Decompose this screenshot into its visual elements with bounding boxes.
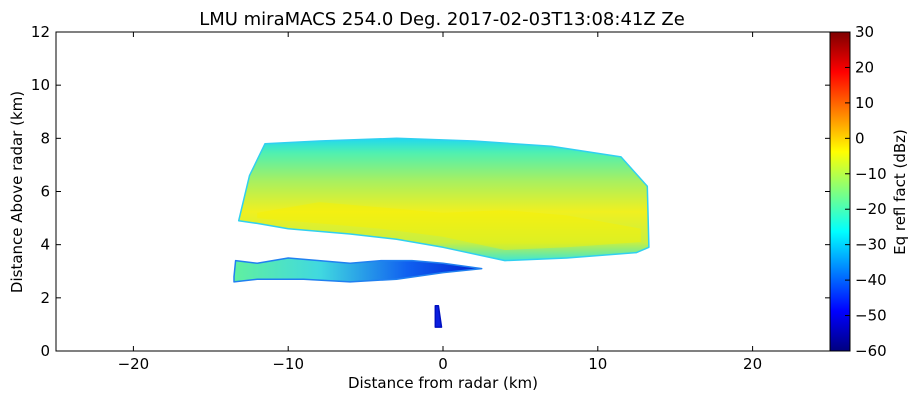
y-tick-label: 8: [40, 129, 50, 147]
colorbar-label: Eq refl fact (dBz): [891, 129, 909, 255]
x-tick-label: −10: [272, 355, 304, 373]
y-axis-label: Distance Above radar (km): [8, 91, 26, 293]
upper-cloud-layer: [237, 137, 650, 262]
x-axis-ticks: −20 −10 0 10 20: [118, 32, 762, 373]
x-tick-label: 0: [438, 355, 448, 373]
y-tick-label: 6: [40, 183, 50, 201]
x-tick-label: 20: [743, 355, 762, 373]
chart-title: LMU miraMACS 254.0 Deg. 2017-02-03T13:08…: [199, 9, 685, 30]
y-tick-label: 12: [31, 23, 50, 41]
colorbar-ticks: 30 20 10 0 −10 −20 −30 −40 −50 −60: [845, 23, 887, 360]
upper-cloud-core: [257, 202, 642, 250]
x-axis-label: Distance from radar (km): [348, 374, 538, 392]
x-tick-label: −20: [118, 355, 150, 373]
colorbar-tick-label: −30: [855, 236, 887, 254]
colorbar-tick-label: 0: [855, 129, 865, 147]
colorbar-tick-label: −60: [855, 342, 887, 360]
colorbar-tick-label: −40: [855, 271, 887, 289]
x-tick-label: 10: [588, 355, 607, 373]
plot-area: [233, 137, 650, 328]
y-tick-label: 2: [40, 289, 50, 307]
y-tick-label: 0: [40, 342, 50, 360]
lower-cloud-layer: [233, 257, 483, 283]
colorbar-tick-label: −10: [855, 165, 887, 183]
ground-echo: [434, 305, 443, 328]
y-tick-label: 4: [40, 236, 50, 254]
colorbar: [829, 31, 851, 352]
colorbar-tick-label: 20: [855, 58, 874, 76]
y-axis-ticks: 0 2 4 6 8 10 12: [31, 23, 830, 360]
colorbar-tick-label: 10: [855, 94, 874, 112]
colorbar-tick-label: −50: [855, 307, 887, 325]
colorbar-tick-label: −20: [855, 200, 887, 218]
colorbar-tick-label: 30: [855, 23, 874, 41]
y-tick-label: 10: [31, 76, 50, 94]
